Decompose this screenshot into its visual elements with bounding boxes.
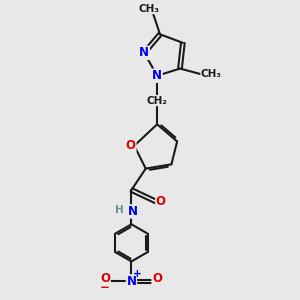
Text: CH₃: CH₃ [138,4,159,14]
Text: CH₃: CH₃ [201,69,222,79]
Text: N: N [139,46,149,59]
Text: CH₂: CH₂ [146,96,167,106]
Text: N: N [126,275,136,288]
Text: N: N [152,69,162,82]
Text: O: O [100,272,110,285]
Text: −: − [100,281,110,294]
Text: O: O [156,195,166,208]
Text: N: N [128,205,138,218]
Text: +: + [133,269,142,279]
Text: O: O [152,272,162,285]
Text: O: O [126,139,136,152]
Text: H: H [115,205,124,215]
